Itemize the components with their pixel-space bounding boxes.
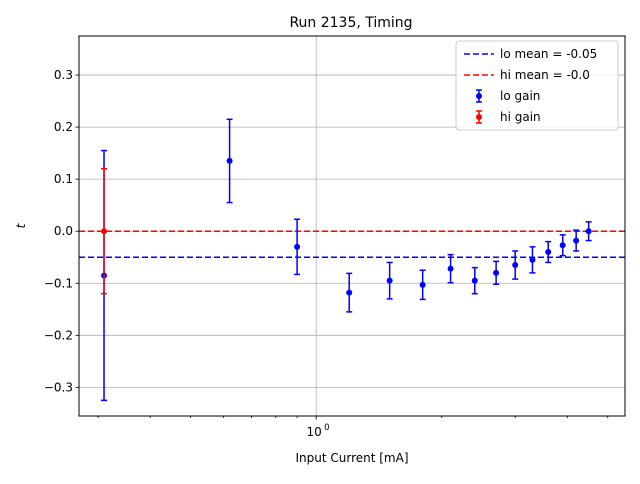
y-tick-label: −0.1	[44, 276, 73, 290]
y-tick-label: −0.3	[44, 380, 73, 394]
x-axis-label: Input Current [mA]	[295, 451, 408, 465]
legend-label: lo mean = -0.05	[500, 47, 597, 61]
plot-frame	[78, 35, 626, 417]
data-point	[471, 277, 478, 284]
axis-ticks: 0.3 0.2 0.1 0.0 −0.1 −0.2 −0.3 10 0	[44, 68, 609, 439]
data-point	[559, 242, 566, 249]
legend-frame	[455, 40, 619, 131]
data-point	[545, 249, 552, 256]
y-axis-label: t	[14, 222, 28, 228]
legend-handle-marker	[476, 93, 482, 99]
reference-lines	[79, 230, 625, 258]
legend-label: lo gain	[500, 89, 540, 103]
data-point	[346, 289, 353, 296]
y-tick-label: 0.1	[54, 172, 73, 186]
data-point	[573, 237, 580, 244]
data-point	[585, 228, 592, 235]
data-point	[493, 269, 500, 276]
legend-label: hi gain	[500, 110, 541, 124]
y-tick-label: −0.2	[44, 328, 73, 342]
data-point	[386, 277, 393, 284]
legend-label: hi mean = -0.0	[500, 68, 590, 82]
x-tick-label-exponent: 0	[324, 423, 329, 433]
y-tick-label: 0.3	[54, 68, 73, 82]
legend-handle-marker	[476, 114, 482, 120]
data-point	[419, 281, 426, 288]
data-points	[101, 118, 592, 402]
y-tick-label: 0.0	[54, 224, 73, 238]
data-point	[512, 262, 519, 269]
data-point	[294, 243, 301, 250]
data-point	[226, 157, 233, 164]
legend: lo mean = -0.05 hi mean = -0.0 lo gain hi g…	[455, 40, 619, 131]
y-tick-label: 0.2	[54, 120, 73, 134]
data-point	[529, 256, 536, 263]
chart-title: Run 2135, Timing	[289, 15, 412, 31]
data-point	[447, 265, 454, 272]
data-point	[101, 228, 108, 235]
x-tick-label: 10	[307, 425, 322, 439]
